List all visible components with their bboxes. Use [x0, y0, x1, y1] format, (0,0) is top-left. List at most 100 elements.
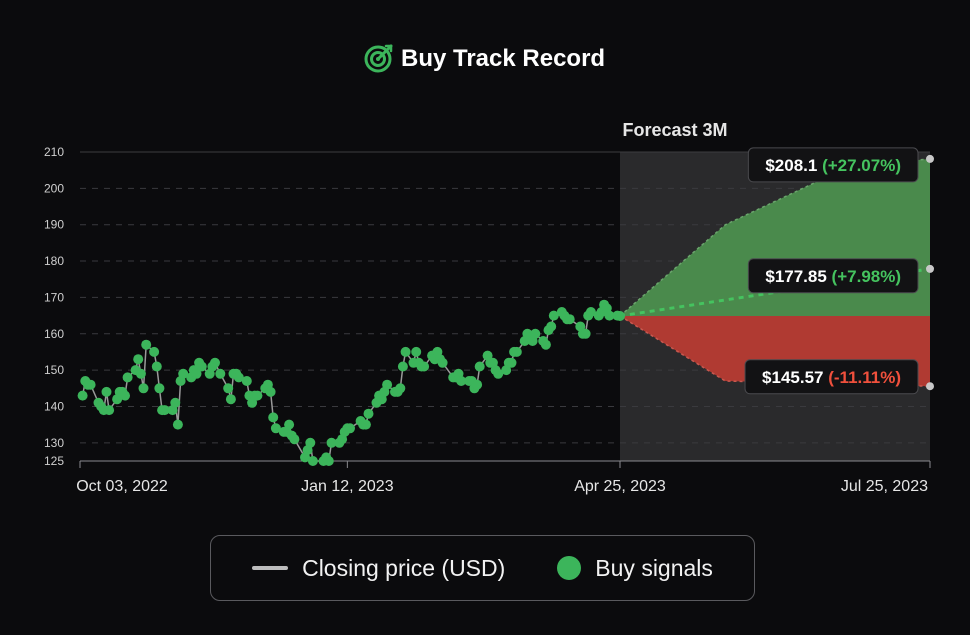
forecast-average-change: (+7.98%): [832, 267, 901, 286]
buy-signal-dot: [154, 383, 165, 394]
buy-signal-dot: [265, 386, 276, 397]
buy-signal-dot: [580, 328, 591, 339]
forecast-endpoint-dot: [926, 264, 934, 273]
forecast-endpoint-dot: [926, 382, 934, 391]
x-tick-label: Oct 03, 2022: [76, 478, 168, 495]
forecast-title: Forecast 3M: [622, 120, 727, 140]
buy-signal-dot: [141, 339, 152, 350]
buy-signal-dot: [178, 368, 189, 379]
forecast-high-label: $208.1 (+27.07%): [747, 147, 919, 183]
x-tick-label: Jul 25, 2023: [841, 478, 928, 495]
buy-signal-dot: [307, 456, 318, 466]
buy-signal-dot: [77, 390, 88, 401]
x-tick-label: Apr 25, 2023: [574, 478, 666, 495]
forecast-high-label-box: [747, 147, 919, 183]
y-tick-label: 140: [44, 399, 64, 413]
forecast-high-change: (+27.07%): [822, 156, 901, 175]
buy-signal-dot: [456, 376, 467, 386]
y-tick-label: 190: [44, 218, 64, 232]
buy-signal-dot: [233, 372, 244, 383]
legend-item-buy-signals: Buy signals: [557, 555, 713, 582]
buy-signal-dot: [397, 361, 408, 372]
y-tick-label: 170: [44, 290, 64, 304]
buy-signal-dot: [437, 357, 448, 368]
legend-dot-swatch: [557, 556, 582, 580]
buy-signal-dot: [122, 372, 133, 383]
buy-signal-dot: [284, 419, 295, 430]
y-tick-label: 180: [44, 254, 64, 268]
buy-signal-dot: [546, 321, 557, 332]
forecast-low-label-text: $145.57 (-11.11%): [762, 368, 901, 387]
buy-signal-dot: [149, 346, 160, 357]
buy-signal-dot: [133, 354, 144, 365]
forecast-average-label: $177.85 (+7.98%): [747, 258, 919, 294]
y-tick-label: 210: [44, 145, 64, 159]
buy-signal-dot: [419, 361, 430, 372]
title: Buy Track Record: [401, 45, 605, 72]
buy-signal-dot: [511, 346, 522, 357]
forecast-average-label-text: $177.85 (+7.98%): [765, 267, 901, 286]
buy-signal-dot: [506, 357, 517, 368]
buy-signal-dots: [77, 299, 625, 466]
forecast-average-price: $177.85: [765, 267, 831, 286]
forecast-average-label-box: [747, 258, 919, 294]
buy-signal-dot: [120, 390, 130, 401]
buy-signal-dot: [305, 437, 316, 448]
buy-signal-dot: [135, 368, 146, 379]
forecast-high-label-text: $208.1 (+27.07%): [765, 156, 901, 175]
legend-label-buy-signals: Buy signals: [595, 554, 713, 581]
forecast-labels: $208.1 (+27.07%) $177.85 (+7.98%) $145.57 …: [744, 147, 934, 395]
buy-signal-dot: [382, 379, 393, 390]
buy-signal-dot: [241, 376, 252, 386]
forecast-low-label: $145.57 (-11.11%): [744, 359, 919, 395]
buy-signal-dot: [493, 368, 504, 379]
buy-signal-dot: [615, 311, 625, 321]
buy-signal-dot: [474, 361, 485, 372]
buy-signal-dot: [564, 314, 575, 325]
buy-signal-dot: [345, 423, 355, 434]
y-tick-label: 130: [44, 436, 64, 450]
y-tick-label: 125: [44, 454, 64, 468]
buy-signal-dot: [159, 405, 170, 416]
buy-signal-dot: [411, 346, 422, 357]
buy-signal-dot: [400, 346, 411, 357]
buy-signal-dot: [360, 419, 371, 430]
buy-signal-dot: [326, 437, 337, 448]
buy-signal-dot: [540, 339, 551, 350]
buy-signal-dot: [210, 357, 220, 368]
buy-signal-dot: [395, 383, 406, 394]
buy-signal-dot: [101, 386, 112, 397]
legend-label-closing-price: Closing price (USD): [302, 554, 506, 581]
buy-signal-dot: [104, 405, 115, 416]
forecast-low-label-box: [744, 359, 919, 395]
y-tick-label: 160: [44, 327, 64, 341]
buy-signal-dot: [252, 390, 263, 401]
x-axis: Oct 03, 2022 Jan 12, 2023 Apr 25, 2023 Jul …: [76, 460, 931, 495]
buy-signal-dot: [270, 423, 281, 434]
buy-signal-dot: [323, 456, 334, 466]
price-line: [81, 303, 621, 463]
buy-signal-dot: [191, 368, 202, 379]
buy-signal-dot: [268, 412, 279, 423]
legend: Closing price (USD) Buy signals: [210, 535, 755, 601]
chart-title: Buy Track Record: [364, 44, 605, 73]
buy-signal-dot: [172, 419, 183, 430]
legend-line-swatch: [252, 566, 289, 570]
buy-signal-dot: [585, 307, 596, 317]
buy-signal-dot: [85, 379, 96, 390]
buy-signal-dot: [138, 383, 149, 394]
forecast-low-change: (-11.11%): [828, 368, 901, 387]
buy-signal-dot: [151, 361, 162, 372]
buy-signal-dot: [604, 310, 615, 321]
target-icon: [364, 44, 393, 73]
forecast-endpoint-dot: [926, 154, 934, 163]
buy-signal-dot: [472, 379, 483, 390]
forecast-high-price: $208.1: [765, 156, 822, 175]
forecast-low-price: $145.57: [762, 368, 828, 387]
buy-signal-dot: [548, 310, 559, 321]
x-tick-label: Jan 12, 2023: [301, 478, 394, 495]
buy-signal-dot: [170, 397, 181, 408]
y-axis-ticks: 125 130 140 150 160 170 180 190 200 210: [44, 145, 64, 468]
buy-signal-dot: [289, 434, 300, 445]
